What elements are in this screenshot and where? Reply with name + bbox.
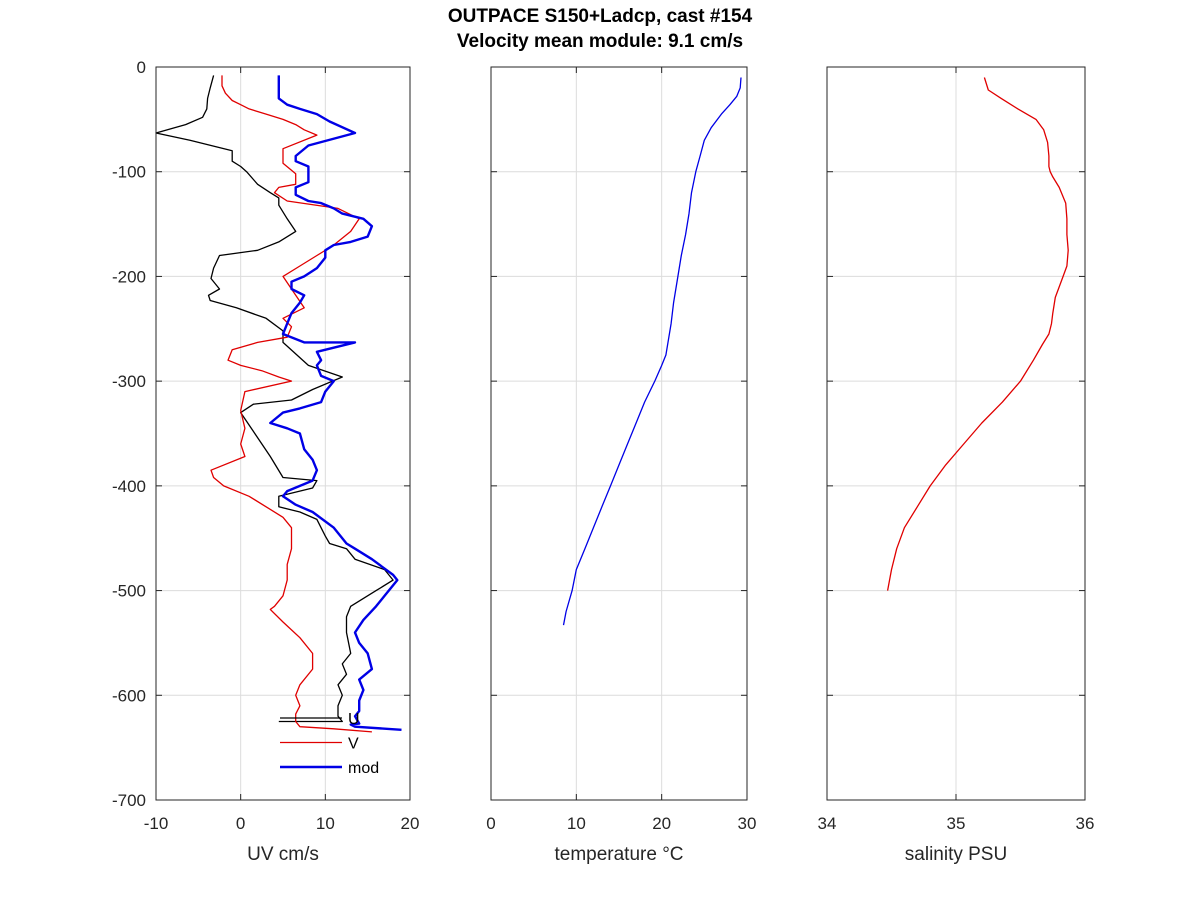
chart-panel-3: 34 35 36 salinity PSU xyxy=(818,66,1095,865)
series-line-profile xyxy=(886,77,1069,591)
series-line-v xyxy=(210,75,372,733)
y-tick-label: 0 xyxy=(137,58,146,77)
y-tick-label: -600 xyxy=(112,686,146,705)
x-tick-label: -10 xyxy=(144,814,169,833)
y-tick-label: -400 xyxy=(112,477,146,496)
x-tick-label: 10 xyxy=(316,814,335,833)
legend-label: mod xyxy=(348,760,379,777)
figure-title: OUTPACE S150+Ladcp, cast #154 xyxy=(447,6,753,27)
x-tick-label: 34 xyxy=(818,814,837,833)
chart-panel-2: 0 10 20 30 temperature °C xyxy=(486,66,757,865)
x-tick-label: 0 xyxy=(486,814,495,833)
y-tick-label: -100 xyxy=(112,163,146,182)
series-line-profile xyxy=(562,77,742,626)
x-axis-label: UV cm/s xyxy=(247,844,319,865)
chart-panel-1: -10 0 10 20-700-600-500-400-300-200-1000UV … xyxy=(112,58,419,865)
x-tick-label: 30 xyxy=(738,814,757,833)
y-tick-label: -500 xyxy=(112,582,146,601)
axes-box xyxy=(490,66,748,801)
plot-area xyxy=(156,67,410,800)
x-axis-label: salinity PSU xyxy=(905,844,1007,865)
series-line-u xyxy=(155,75,394,723)
legend-label: U xyxy=(348,711,360,728)
x-tick-label: 20 xyxy=(401,814,420,833)
figure-subtitle: Velocity mean module: 9.1 cm/s xyxy=(456,31,744,52)
x-tick-label: 35 xyxy=(947,814,966,833)
x-axis-label: temperature °C xyxy=(554,844,683,865)
axes-box xyxy=(155,66,411,801)
x-tick-label: 36 xyxy=(1076,814,1095,833)
y-tick-label: -300 xyxy=(112,372,146,391)
x-tick-label: 0 xyxy=(236,814,245,833)
y-tick-label: -200 xyxy=(112,267,146,286)
y-tick-label: -700 xyxy=(112,791,146,810)
plot-area xyxy=(491,67,747,800)
x-tick-label: 10 xyxy=(567,814,586,833)
legend-label: V xyxy=(348,736,359,753)
x-tick-label: 20 xyxy=(652,814,671,833)
series-line-mod xyxy=(269,75,402,731)
